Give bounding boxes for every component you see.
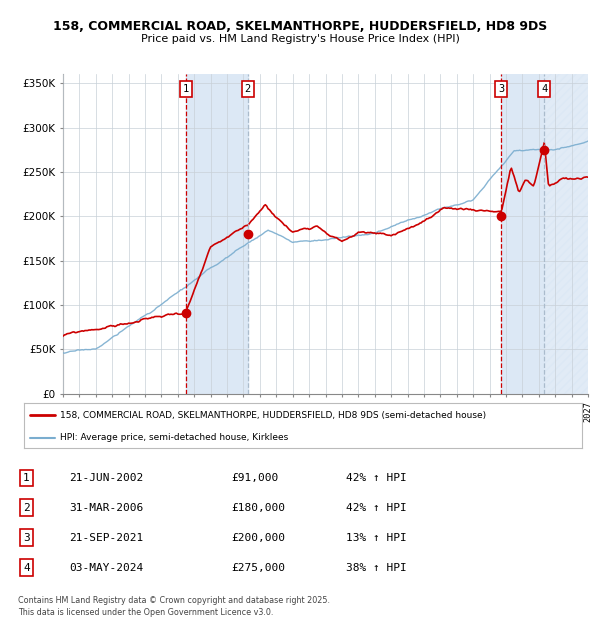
- Text: 158, COMMERCIAL ROAD, SKELMANTHORPE, HUDDERSFIELD, HD8 9DS: 158, COMMERCIAL ROAD, SKELMANTHORPE, HUD…: [53, 20, 547, 32]
- Text: 21-SEP-2021: 21-SEP-2021: [70, 533, 144, 542]
- Text: 158, COMMERCIAL ROAD, SKELMANTHORPE, HUDDERSFIELD, HD8 9DS (semi-detached house): 158, COMMERCIAL ROAD, SKELMANTHORPE, HUD…: [60, 411, 487, 420]
- Text: 38% ↑ HPI: 38% ↑ HPI: [346, 563, 407, 573]
- Text: £275,000: £275,000: [231, 563, 285, 573]
- Text: Price paid vs. HM Land Registry's House Price Index (HPI): Price paid vs. HM Land Registry's House …: [140, 34, 460, 44]
- Text: 31-MAR-2006: 31-MAR-2006: [70, 503, 144, 513]
- Text: £200,000: £200,000: [231, 533, 285, 542]
- Bar: [502, 74, 544, 394]
- Bar: [544, 74, 588, 394]
- Text: 3: 3: [498, 84, 505, 94]
- Text: £180,000: £180,000: [231, 503, 285, 513]
- Text: 4: 4: [23, 563, 30, 573]
- Text: 3: 3: [23, 533, 30, 542]
- Text: Contains HM Land Registry data © Crown copyright and database right 2025.
This d: Contains HM Land Registry data © Crown c…: [18, 596, 330, 617]
- Bar: [185, 74, 248, 394]
- Text: 1: 1: [23, 473, 30, 483]
- Text: 2: 2: [244, 84, 251, 94]
- Text: HPI: Average price, semi-detached house, Kirklees: HPI: Average price, semi-detached house,…: [60, 433, 289, 442]
- Text: 03-MAY-2024: 03-MAY-2024: [70, 563, 144, 573]
- Text: 13% ↑ HPI: 13% ↑ HPI: [346, 533, 407, 542]
- Text: 42% ↑ HPI: 42% ↑ HPI: [346, 503, 407, 513]
- Text: £91,000: £91,000: [231, 473, 278, 483]
- Text: 1: 1: [182, 84, 188, 94]
- Text: 42% ↑ HPI: 42% ↑ HPI: [346, 473, 407, 483]
- Text: 2: 2: [23, 503, 30, 513]
- Text: 4: 4: [541, 84, 547, 94]
- Text: 21-JUN-2002: 21-JUN-2002: [70, 473, 144, 483]
